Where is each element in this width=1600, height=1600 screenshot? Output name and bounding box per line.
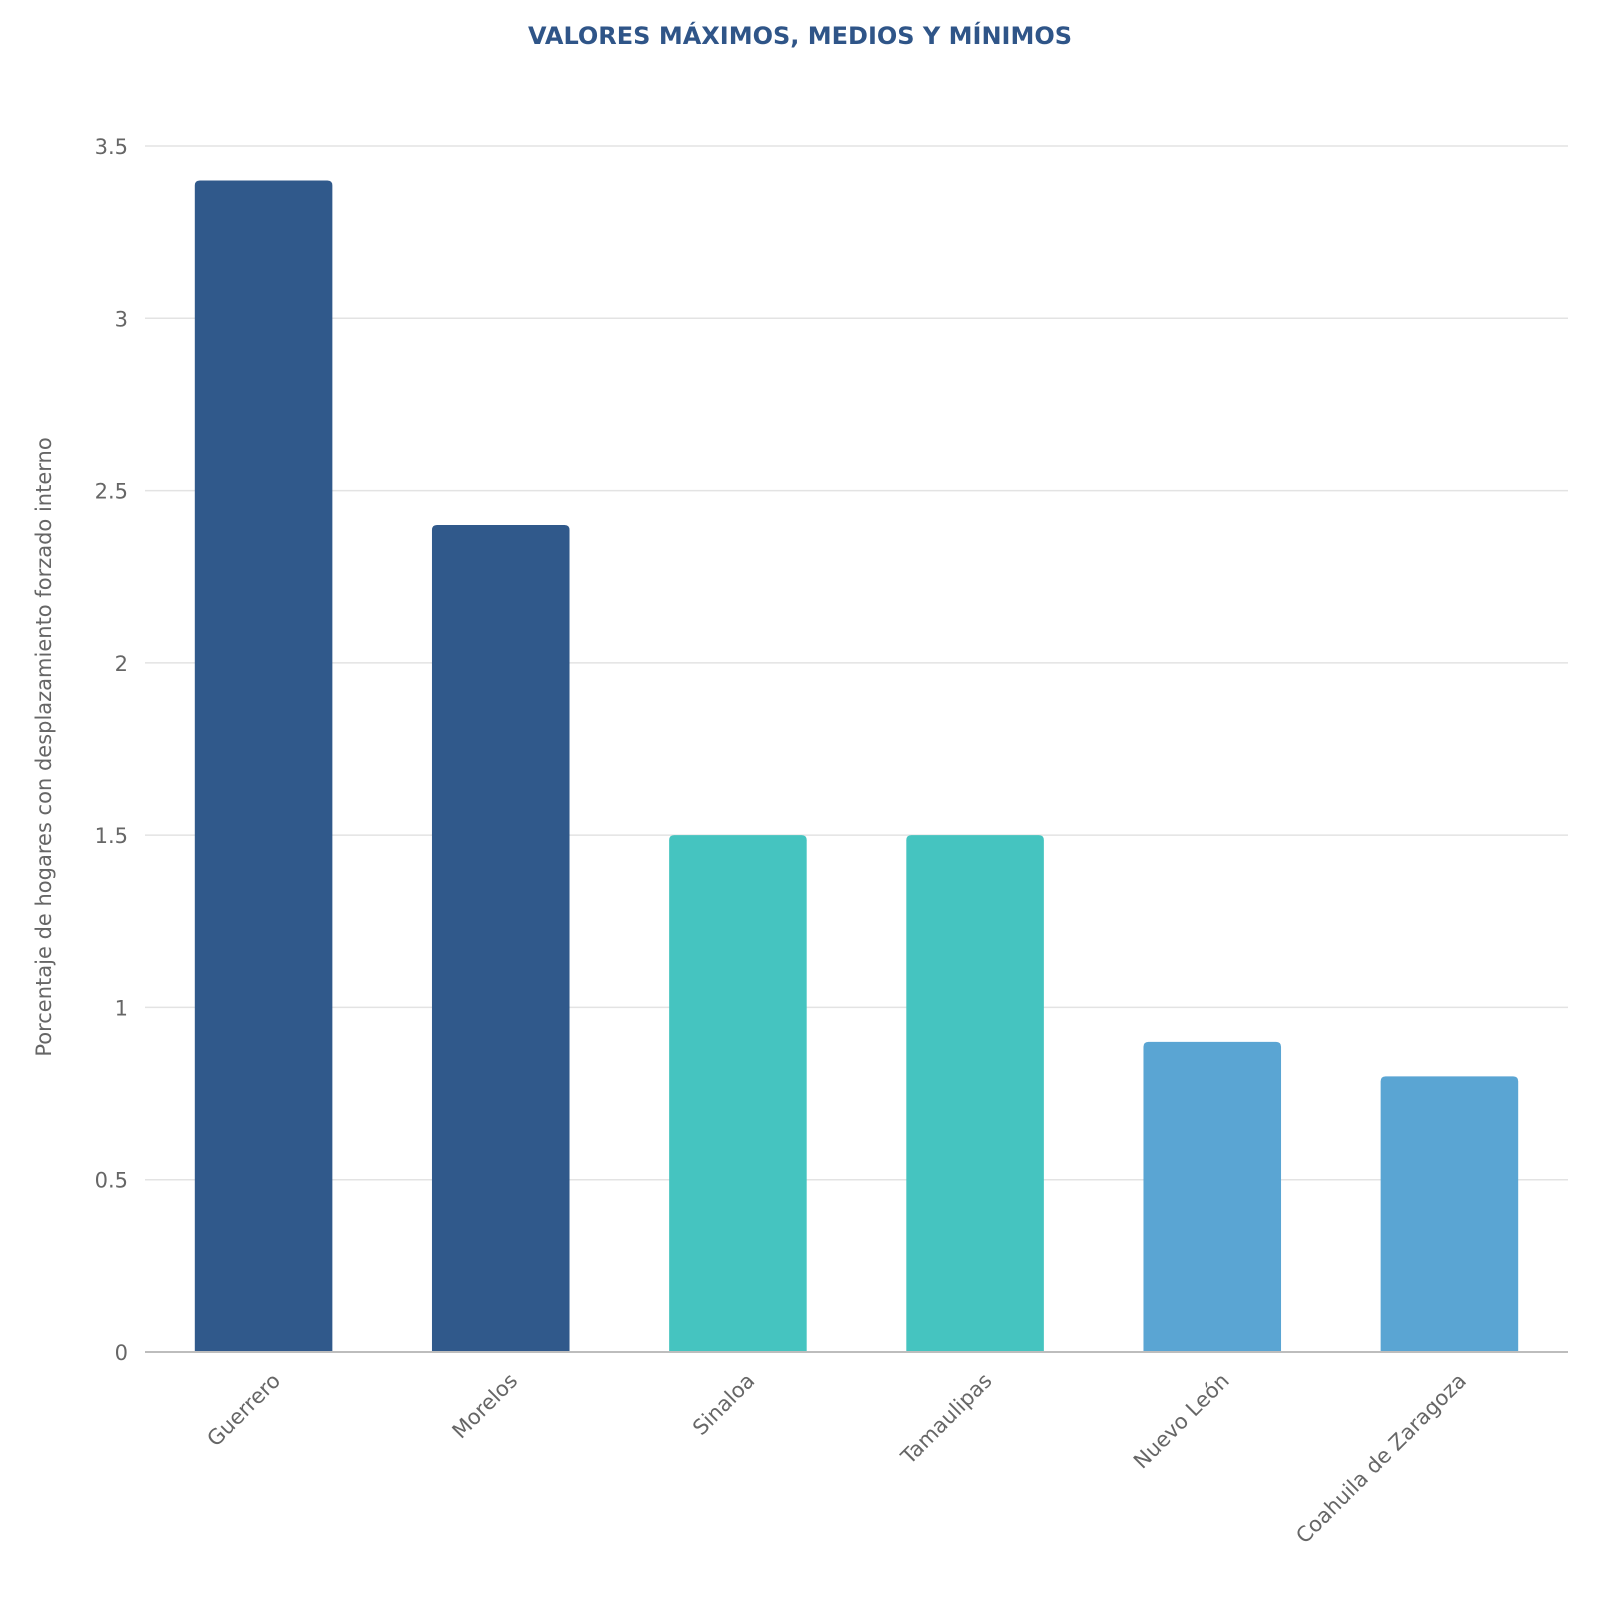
y-tick-label: 1.5: [95, 824, 128, 848]
y-tick-label: 3.5: [95, 135, 128, 159]
x-tick-label: Coahuila de Zaragoza: [1291, 1369, 1471, 1549]
x-axis-ticks: Guerrero Morelos Sinaloa Tamaulipas Nuevo Le…: [202, 1369, 1470, 1549]
y-tick-label: 0: [115, 1341, 128, 1365]
y-axis-label: Porcentaje de hogares con desplazamiento…: [32, 437, 56, 1056]
x-tick-label: Sinaloa: [688, 1369, 759, 1440]
x-tick-label: Nuevo León: [1129, 1369, 1234, 1474]
y-tick-label: 2: [115, 652, 128, 676]
grid-lines: [145, 145, 1568, 1181]
y-tick-label: 0.5: [95, 1169, 128, 1193]
x-tick-label: Morelos: [448, 1369, 523, 1444]
bar-4[interactable]: [1143, 1041, 1282, 1352]
bar-0[interactable]: [194, 180, 333, 1352]
x-tick-label: Tamaulipas: [896, 1369, 997, 1470]
x-tick-label: Guerrero: [202, 1369, 285, 1452]
chart-title: VALORES MÁXIMOS, MEDIOS Y MÍNIMOS: [528, 21, 1072, 50]
y-axis-ticks: 0 0.5 1 1.5 2 2.5 3 3.5: [95, 135, 128, 1365]
bar-3[interactable]: [906, 835, 1044, 1352]
bar-1[interactable]: [431, 525, 570, 1352]
y-tick-label: 2.5: [95, 480, 128, 504]
bars: [194, 180, 1519, 1352]
y-tick-label: 3: [115, 307, 128, 331]
y-tick-label: 1: [115, 996, 128, 1020]
bar-5[interactable]: [1380, 1076, 1519, 1352]
bar-2[interactable]: [669, 835, 807, 1352]
